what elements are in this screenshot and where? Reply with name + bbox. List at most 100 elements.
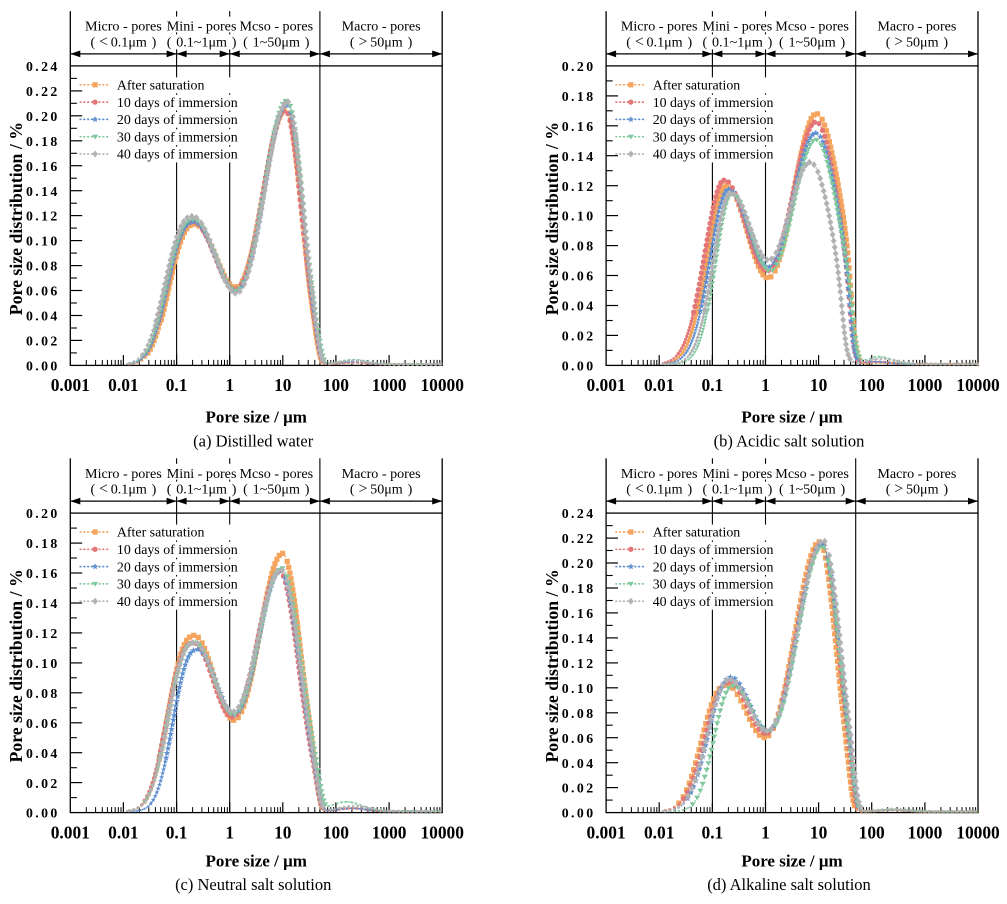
svg-text:Pore size / μm: Pore size / μm xyxy=(206,851,307,870)
svg-text:10000: 10000 xyxy=(956,375,1000,395)
svg-text:1: 1 xyxy=(225,822,234,842)
svg-text:After saturation: After saturation xyxy=(117,79,205,94)
svg-text:(0.1~1μm): (0.1~1μm) xyxy=(167,482,237,498)
svg-text:Mcso - pores: Mcso - pores xyxy=(240,466,314,482)
svg-text:Mini - pores: Mini - pores xyxy=(167,19,237,35)
svg-text:1000: 1000 xyxy=(372,375,407,395)
svg-text:0.24: 0.24 xyxy=(562,506,596,521)
svg-text:1: 1 xyxy=(225,375,234,395)
svg-text:0.06: 0.06 xyxy=(26,716,60,731)
svg-text:0.06: 0.06 xyxy=(562,269,596,284)
svg-text:0.06: 0.06 xyxy=(562,731,596,746)
svg-text:0.12: 0.12 xyxy=(562,179,596,194)
svg-text:10 days of immersion: 10 days of immersion xyxy=(653,543,774,558)
svg-text:0.22: 0.22 xyxy=(26,84,60,99)
svg-text:Micro - pores: Micro - pores xyxy=(85,466,162,482)
svg-text:Macro - pores: Macro - pores xyxy=(342,466,421,482)
svg-text:20 days of immersion: 20 days of immersion xyxy=(653,113,774,128)
svg-text:40 days of immersion: 40 days of immersion xyxy=(653,148,774,163)
svg-text:0.20: 0.20 xyxy=(562,59,596,74)
svg-text:1: 1 xyxy=(761,822,770,842)
svg-text:0.00: 0.00 xyxy=(26,359,60,374)
svg-text:0.16: 0.16 xyxy=(562,119,596,134)
svg-text:10: 10 xyxy=(810,822,828,842)
svg-text:0.12: 0.12 xyxy=(26,626,60,641)
svg-text:10 days of immersion: 10 days of immersion xyxy=(117,96,238,111)
svg-text:0.16: 0.16 xyxy=(26,159,60,174)
svg-text:0.001: 0.001 xyxy=(587,822,626,842)
svg-text:40 days of immersion: 40 days of immersion xyxy=(117,148,238,163)
svg-text:0.24: 0.24 xyxy=(26,59,60,74)
svg-text:(>50μm): (>50μm) xyxy=(350,33,413,50)
svg-text:0.00: 0.00 xyxy=(562,806,596,821)
svg-text:0.04: 0.04 xyxy=(26,746,60,761)
svg-text:0.1: 0.1 xyxy=(166,375,188,395)
svg-text:(0.1~1μm): (0.1~1μm) xyxy=(702,34,772,50)
svg-text:(1~50μm): (1~50μm) xyxy=(243,482,310,498)
svg-text:20 days of immersion: 20 days of immersion xyxy=(117,113,238,128)
svg-text:100: 100 xyxy=(323,375,349,395)
svg-text:0.02: 0.02 xyxy=(26,776,60,791)
svg-text:1000: 1000 xyxy=(908,822,943,842)
svg-text:0.01: 0.01 xyxy=(108,822,138,842)
svg-text:10: 10 xyxy=(274,822,292,842)
svg-text:0.20: 0.20 xyxy=(26,506,60,521)
svg-text:(a) Distilled water: (a) Distilled water xyxy=(193,431,314,450)
svg-text:0.1: 0.1 xyxy=(702,375,724,395)
svg-text:Pore size distribution / %: Pore size distribution / % xyxy=(6,569,26,762)
svg-text:0.12: 0.12 xyxy=(26,209,60,224)
svg-text:0.14: 0.14 xyxy=(562,631,596,646)
svg-text:Macro - pores: Macro - pores xyxy=(877,19,956,35)
svg-text:0.22: 0.22 xyxy=(562,531,596,546)
svg-text:0.01: 0.01 xyxy=(108,375,138,395)
svg-text:0.1: 0.1 xyxy=(702,822,724,842)
svg-text:Pore size distribution / %: Pore size distribution / % xyxy=(6,122,26,315)
svg-text:0.08: 0.08 xyxy=(562,706,596,721)
svg-text:Mcso - pores: Mcso - pores xyxy=(775,19,849,35)
svg-text:30 days of immersion: 30 days of immersion xyxy=(117,130,238,145)
svg-text:(d) Alkaline salt solution: (d) Alkaline salt solution xyxy=(707,875,871,894)
svg-text:10 days of immersion: 10 days of immersion xyxy=(117,543,238,558)
svg-text:10: 10 xyxy=(274,375,292,395)
svg-text:0.18: 0.18 xyxy=(562,89,596,104)
svg-text:0.04: 0.04 xyxy=(26,309,60,324)
svg-text:Pore size distribution / %: Pore size distribution / % xyxy=(542,122,562,315)
svg-text:Mcso - pores: Mcso - pores xyxy=(240,19,314,35)
svg-text:Micro - pores: Micro - pores xyxy=(621,466,698,482)
svg-text:0.20: 0.20 xyxy=(562,556,596,571)
svg-text:(0.1~1μm): (0.1~1μm) xyxy=(167,34,237,50)
svg-text:0.01: 0.01 xyxy=(644,822,674,842)
svg-text:Micro - pores: Micro - pores xyxy=(621,19,698,35)
svg-text:Pore size / μm: Pore size / μm xyxy=(741,408,842,427)
svg-text:0.06: 0.06 xyxy=(26,284,60,299)
svg-text:30 days of immersion: 30 days of immersion xyxy=(653,130,774,145)
svg-text:0.001: 0.001 xyxy=(51,822,90,842)
svg-text:0.14: 0.14 xyxy=(26,596,60,611)
svg-text:30 days of immersion: 30 days of immersion xyxy=(653,578,774,593)
svg-text:1000: 1000 xyxy=(372,822,407,842)
svg-text:(<0.1μm): (<0.1μm) xyxy=(90,481,156,498)
svg-text:Pore size / μm: Pore size / μm xyxy=(206,408,307,427)
svg-text:20 days of immersion: 20 days of immersion xyxy=(653,560,774,575)
svg-text:Mcso - pores: Mcso - pores xyxy=(775,466,849,482)
svg-text:0.08: 0.08 xyxy=(562,239,596,254)
svg-text:10000: 10000 xyxy=(420,822,464,842)
svg-text:Pore size distribution / %: Pore size distribution / % xyxy=(542,569,562,762)
svg-text:10 days of immersion: 10 days of immersion xyxy=(653,96,774,111)
svg-text:(1~50μm): (1~50μm) xyxy=(779,34,846,50)
svg-text:Mini - pores: Mini - pores xyxy=(167,466,237,482)
svg-text:20 days of immersion: 20 days of immersion xyxy=(117,560,238,575)
svg-text:0.08: 0.08 xyxy=(26,686,60,701)
svg-text:30 days of immersion: 30 days of immersion xyxy=(117,578,238,593)
svg-text:0.00: 0.00 xyxy=(562,359,596,374)
svg-text:(0.1~1μm): (0.1~1μm) xyxy=(702,482,772,498)
svg-text:10000: 10000 xyxy=(420,375,464,395)
svg-text:0.04: 0.04 xyxy=(562,299,596,314)
svg-text:0.00: 0.00 xyxy=(26,806,60,821)
svg-text:0.02: 0.02 xyxy=(26,334,60,349)
svg-text:0.04: 0.04 xyxy=(562,756,596,771)
svg-text:(1~50μm): (1~50μm) xyxy=(243,34,310,50)
svg-text:Mini - pores: Mini - pores xyxy=(703,466,773,482)
svg-text:(c) Neutral salt solution: (c) Neutral salt solution xyxy=(175,875,331,894)
svg-text:After saturation: After saturation xyxy=(117,526,205,541)
